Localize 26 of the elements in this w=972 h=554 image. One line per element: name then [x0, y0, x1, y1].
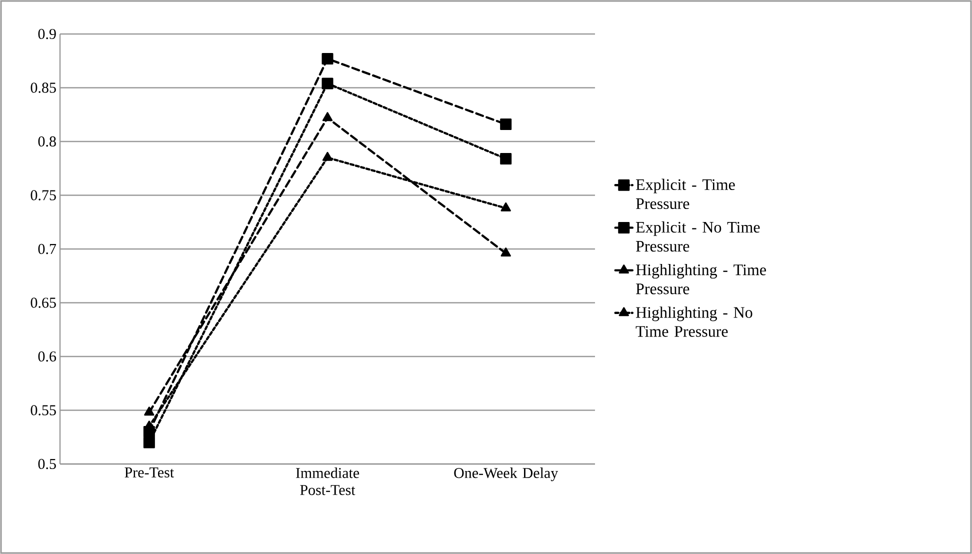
point	[322, 112, 333, 122]
point	[500, 202, 511, 212]
y-tick-label: 0.6	[38, 351, 56, 362]
legend-label: Explicit - No Time Pressure	[636, 221, 760, 252]
y-tick-label: 0.65	[30, 298, 56, 308]
y-tick-label: 0.85	[30, 82, 56, 93]
x-tick-label: One-Week Delay	[454, 468, 558, 482]
point	[143, 436, 155, 448]
legend-label: Highlighting - Time Pressure	[636, 264, 766, 294]
y-tick-label: 0.75	[30, 190, 56, 200]
y-tick-label: 0.5	[38, 458, 56, 470]
y-tick-label: 0.9	[38, 28, 56, 40]
x-tick-label: Pre-Test	[124, 468, 174, 478]
legend-label: Explicit - Time Pressure	[636, 178, 735, 210]
point	[144, 406, 154, 416]
point	[322, 78, 334, 90]
point	[500, 152, 512, 164]
y-tick-label: 0.55	[30, 405, 56, 416]
y-tick-label: 0.8	[38, 136, 56, 147]
x-tick-label: Immediate Post-Test	[296, 468, 360, 496]
point	[500, 118, 512, 130]
point	[322, 52, 334, 64]
y-tick-label: 0.7	[38, 244, 56, 254]
point	[500, 248, 511, 257]
point	[322, 152, 333, 161]
legend-label: Highlighting - No Time Pressure	[636, 306, 752, 337]
